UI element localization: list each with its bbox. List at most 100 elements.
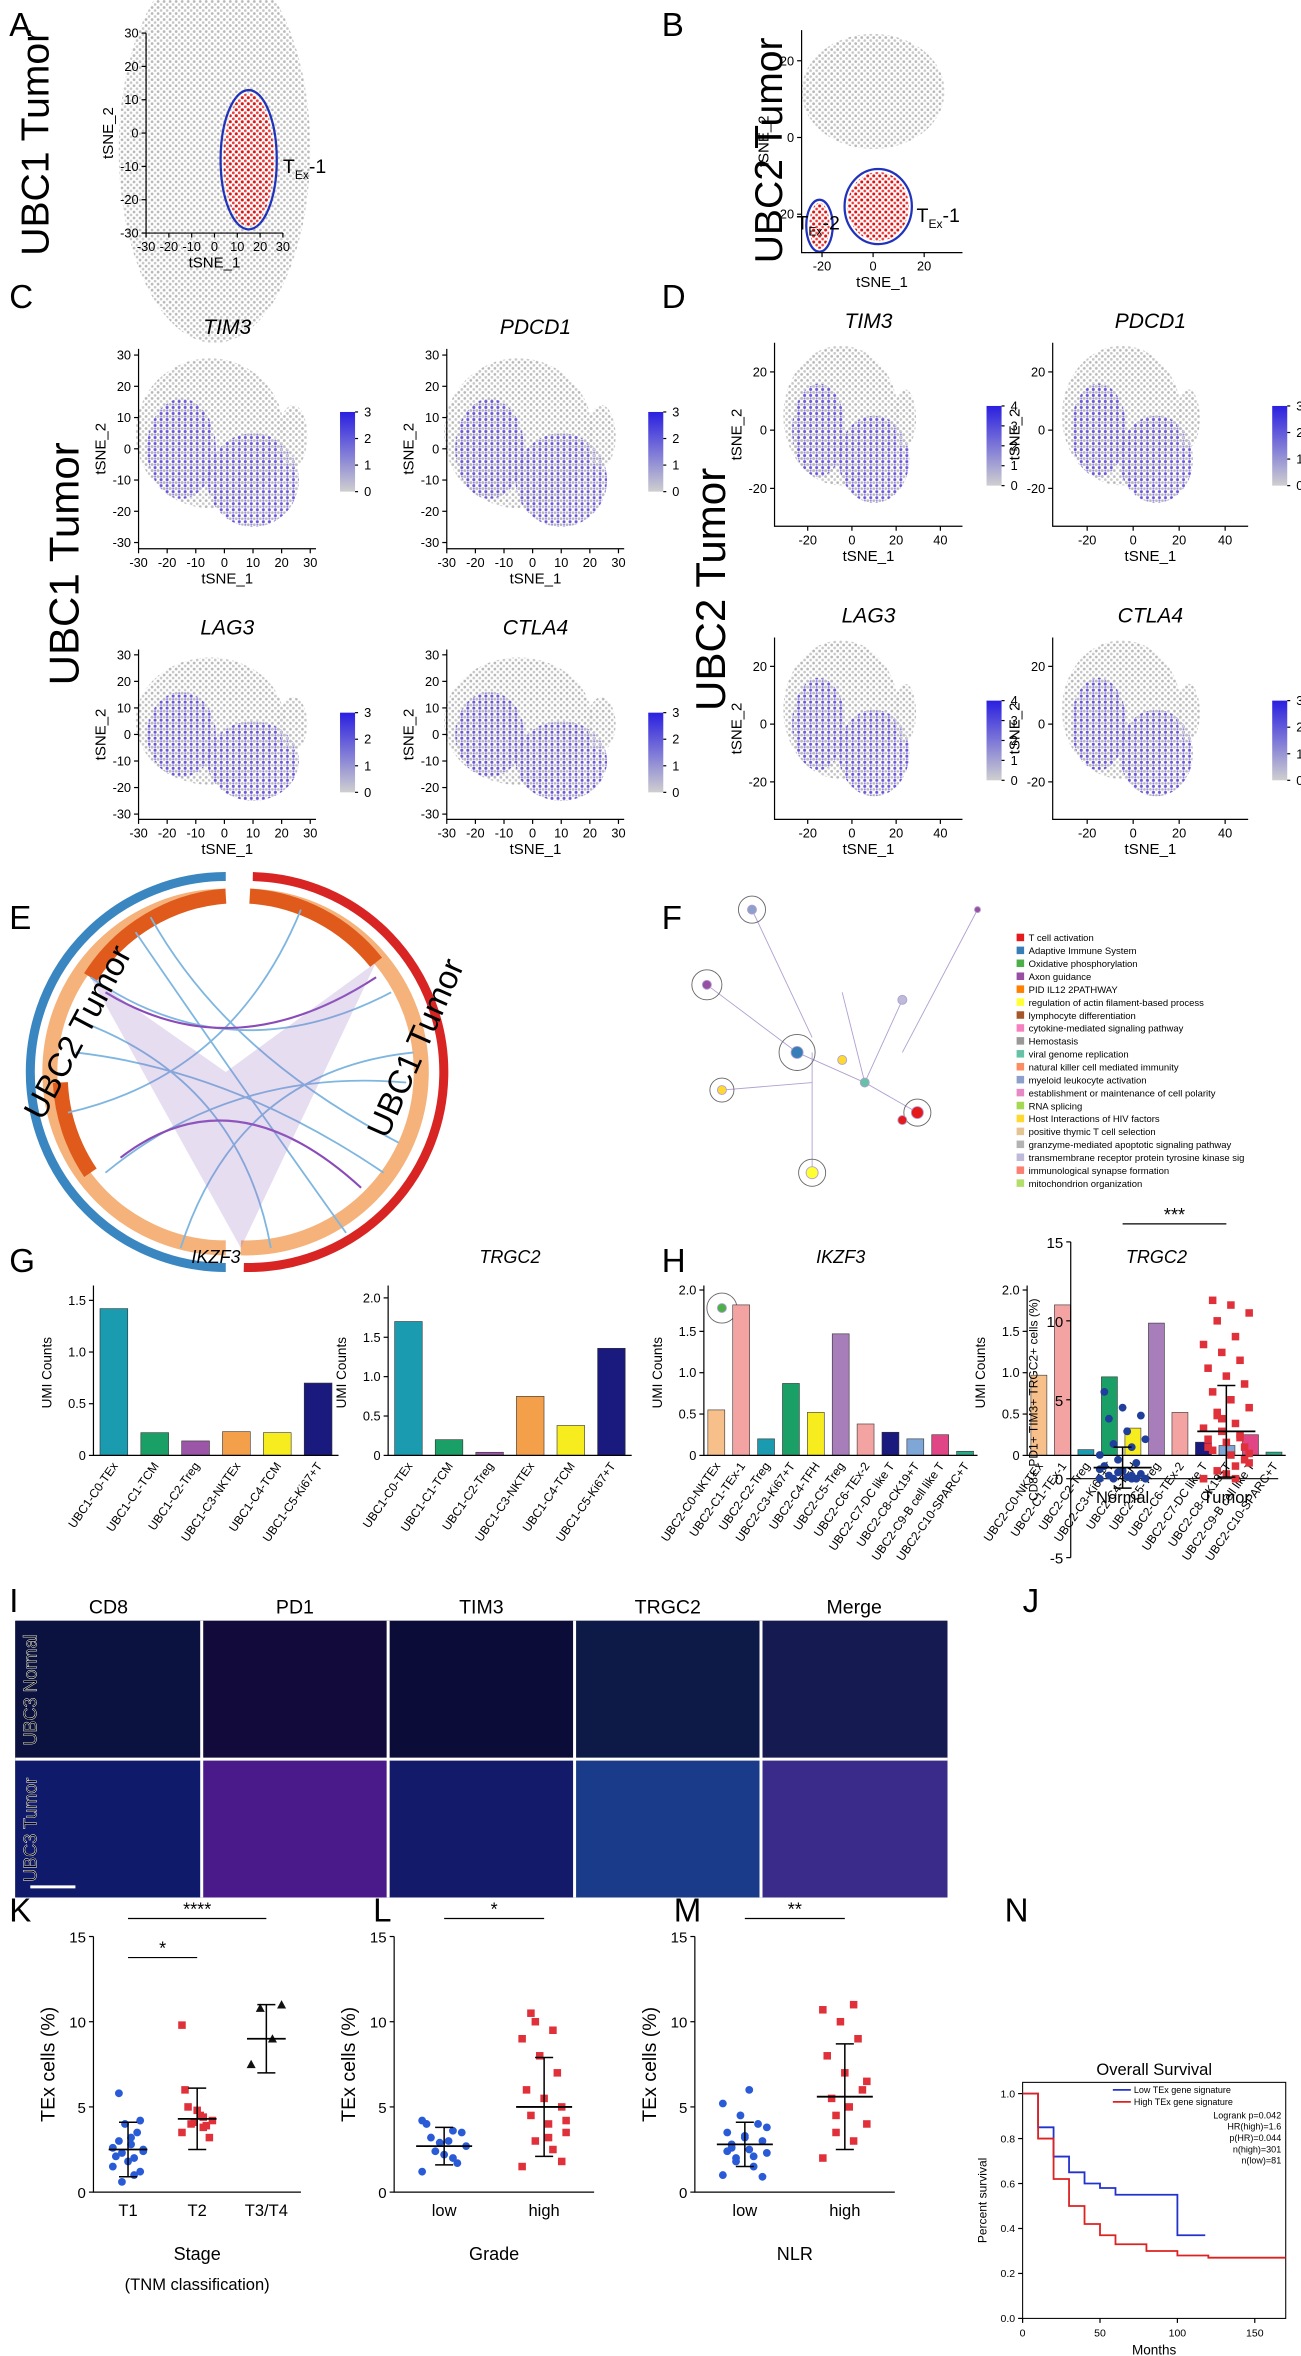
- x-tick-label: -20: [160, 239, 178, 254]
- x-tick-label: 0: [221, 555, 228, 570]
- bar: [556, 1425, 585, 1456]
- data-point: [762, 2149, 771, 2157]
- y-tick-label: 0.8: [1000, 2133, 1015, 2145]
- cell-cloud: [586, 405, 616, 468]
- data-point: [449, 2126, 457, 2135]
- legend-swatch: [1016, 1075, 1025, 1084]
- legend-swatch: [1016, 1166, 1025, 1174]
- data-point: [531, 2137, 540, 2145]
- y-tick-label: 1.5: [363, 1330, 381, 1345]
- cluster-label: TEx-1: [283, 156, 326, 182]
- y-tick-label: 0: [1055, 1472, 1063, 1489]
- y-axis-label: CD8+ PD1+ TIM3+ TRGC2+ cells (%): [1027, 1298, 1041, 1501]
- data-point: [1245, 1459, 1253, 1467]
- data-point: [544, 2133, 553, 2142]
- colorbar: [986, 405, 1002, 486]
- data-point: [544, 2120, 553, 2128]
- data-point: [1236, 1433, 1244, 1442]
- y-axis-label: tSNE_2: [401, 709, 418, 761]
- colorbar-label: 1: [672, 758, 679, 773]
- data-point: [836, 2017, 845, 2026]
- colorbar-label: 2: [672, 732, 679, 747]
- channel-label: TIM3: [459, 1596, 504, 1618]
- x-tick-label: low: [732, 2201, 757, 2220]
- data-point: [827, 2094, 836, 2103]
- data-point: [823, 2052, 831, 2060]
- data-point: [205, 2133, 214, 2142]
- data-point: [1104, 1471, 1113, 1480]
- bar: [394, 1321, 423, 1456]
- label-sub: Ex: [808, 225, 822, 239]
- y-tick-label: 5: [1055, 1393, 1063, 1410]
- legend-text: mitochondrion organization: [1029, 1179, 1143, 1190]
- stat-text: p(HR)=0.044: [1229, 2133, 1281, 2143]
- data-point: [819, 2154, 827, 2162]
- y-tick-label: 20: [1031, 659, 1045, 674]
- y-axis-label: TEx cells (%): [639, 2007, 661, 2122]
- x-tick-label: 20: [583, 555, 597, 570]
- colorbar-label: 2: [1011, 733, 1018, 748]
- x-axis-label: tSNE_1: [201, 570, 253, 587]
- data-point: [114, 2089, 123, 2098]
- x-tick-label: 10: [230, 239, 244, 254]
- error-bar: [735, 2121, 754, 2168]
- x-tick-label: 40: [933, 532, 947, 547]
- data-point: [1231, 1332, 1240, 1341]
- legend-swatch: [1016, 1140, 1025, 1149]
- row-label: UBC2 Tumor: [687, 468, 734, 711]
- cluster-label: TEx-2: [796, 213, 839, 239]
- x-tick-label: low: [432, 2201, 457, 2220]
- colorbar-label: 3: [1296, 693, 1301, 708]
- y-axis-label: tSNE_2: [100, 107, 117, 159]
- x-tick-label: 0: [211, 239, 218, 254]
- colorbar: [340, 712, 356, 793]
- legend-text: establishment or maintenance of cell pol…: [1029, 1088, 1216, 1099]
- bar: [99, 1308, 129, 1456]
- x-tick-label: 10: [554, 555, 568, 570]
- error-bar: [835, 2043, 854, 2151]
- y-tick-label: 1.0: [679, 1365, 697, 1380]
- colorbar-label: 0: [1296, 773, 1301, 788]
- x-tick-label: 0: [848, 532, 855, 547]
- y-tick-label: 1.5: [1002, 1324, 1020, 1339]
- x-axis-label: tSNE_1: [1125, 841, 1177, 858]
- chart-title: TRGC2: [1126, 1247, 1187, 1267]
- colorbar-label: 1: [364, 458, 371, 473]
- data-point: [127, 2133, 135, 2142]
- data-point: [1118, 1403, 1127, 1412]
- colorbar-label: 0: [1011, 773, 1018, 788]
- data-point: [1240, 1443, 1249, 1451]
- significance-label: **: [788, 1899, 802, 1919]
- bar: [956, 1450, 974, 1456]
- legend-swatch: [1016, 998, 1025, 1006]
- panel-letter: E: [9, 900, 31, 937]
- x-tick-label: -10: [182, 239, 200, 254]
- legend-text: immunological synapse formation: [1029, 1166, 1170, 1177]
- data-point: [1132, 1459, 1141, 1467]
- legend-swatch: [1016, 1127, 1025, 1136]
- bar: [807, 1412, 825, 1456]
- data-point: [1213, 1467, 1221, 1475]
- x-tick-label: -20: [1078, 825, 1096, 840]
- data-point: [849, 2137, 858, 2145]
- x-tick-label: -30: [137, 239, 155, 254]
- y-tick-label: 10: [1047, 1314, 1064, 1331]
- error-bar: [1217, 1384, 1236, 1478]
- data-point: [549, 2026, 557, 2034]
- error-bar: [435, 2126, 454, 2166]
- x-axis-label: tSNE_1: [856, 274, 908, 291]
- error-bar: [257, 2003, 276, 2074]
- channel-label: CD8: [89, 1596, 128, 1618]
- y-tick-label: -20: [1027, 481, 1045, 496]
- data-point: [1245, 1403, 1253, 1412]
- data-point: [1213, 1317, 1221, 1325]
- y-axis-label: tSNE_2: [728, 409, 745, 461]
- x-tick-label: T2: [188, 2201, 207, 2220]
- bar: [181, 1440, 210, 1456]
- cell-cloud: [792, 383, 846, 477]
- y-tick-label: 10: [124, 92, 138, 107]
- bar: [597, 1347, 626, 1456]
- data-point: [111, 2152, 120, 2161]
- label-sub: Ex: [295, 168, 309, 182]
- data-point: [427, 2133, 435, 2142]
